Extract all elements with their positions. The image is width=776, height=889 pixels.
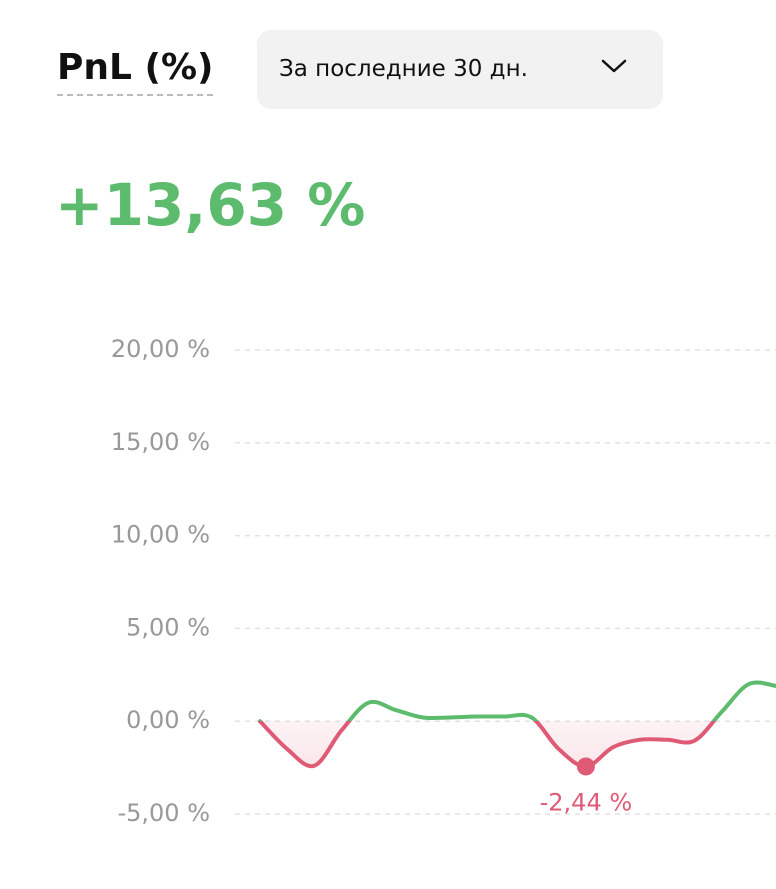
y-tick-label: 5,00 % — [126, 613, 210, 641]
y-tick-label: -5,00 % — [117, 799, 210, 827]
pnl-line — [258, 680, 776, 769]
y-tick-label: 10,00 % — [111, 521, 210, 549]
period-dropdown[interactable]: За последние 30 дн. — [257, 30, 663, 109]
y-tick-label: 0,00 % — [126, 706, 210, 734]
y-tick-label: 20,00 % — [111, 335, 210, 363]
point-label: -2,44 % — [540, 788, 633, 816]
period-label: За последние 30 дн. — [279, 56, 528, 82]
pnl-value: +13,63 % — [55, 171, 366, 239]
title[interactable]: PnL (%) — [57, 44, 214, 96]
y-tick-label: 15,00 % — [111, 428, 210, 456]
negative-area — [260, 721, 714, 767]
point-marker — [576, 757, 595, 776]
chevron — [601, 59, 627, 73]
